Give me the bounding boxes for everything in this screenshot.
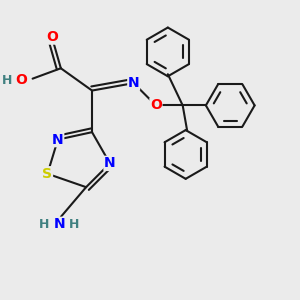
Text: H: H	[2, 74, 13, 87]
Text: H: H	[39, 218, 50, 231]
Text: S: S	[43, 167, 52, 181]
Text: N: N	[104, 156, 116, 170]
Text: O: O	[46, 30, 58, 44]
Text: N: N	[128, 76, 140, 90]
Text: H: H	[69, 218, 80, 231]
Text: N: N	[53, 217, 65, 231]
Text: O: O	[15, 73, 27, 87]
Text: N: N	[52, 133, 64, 147]
Text: O: O	[150, 98, 162, 112]
